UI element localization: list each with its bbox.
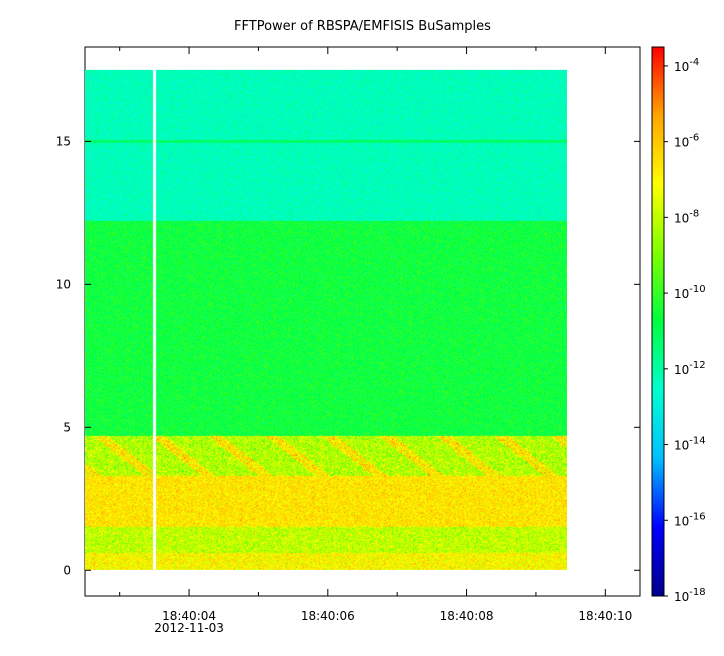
colorbar-tick-label: 10-16 bbox=[674, 511, 706, 528]
colorbar-gradient bbox=[652, 47, 664, 596]
colorbar-tick-exponent: -8 bbox=[689, 208, 699, 219]
plot-area bbox=[84, 46, 641, 597]
colorbar-tick-exponent: -10 bbox=[689, 284, 705, 295]
colorbar-tick-exponent: -6 bbox=[689, 133, 699, 144]
colorbar-tick-label: 10-4 bbox=[674, 57, 699, 74]
x-tick-label: 18:40:10 bbox=[578, 609, 632, 623]
colorbar-tick-label: 10-18 bbox=[674, 587, 706, 604]
colorbar-tick-exponent: -16 bbox=[689, 511, 705, 522]
colorbar-tick-base: 10 bbox=[674, 439, 689, 453]
y-tick-label: 15 bbox=[56, 134, 71, 148]
x-tick-sublabel: 2012-11-03 bbox=[154, 621, 224, 635]
colorbar-tick-label: 10-10 bbox=[674, 284, 706, 301]
x-tick-label: 18:40:06 bbox=[301, 609, 355, 623]
y-tick-label: 5 bbox=[63, 420, 71, 434]
colorbar-frame bbox=[651, 46, 665, 597]
colorbar-tick-base: 10 bbox=[674, 514, 689, 528]
colorbar-tick-exponent: -14 bbox=[689, 436, 705, 447]
y-tick-label: 10 bbox=[56, 277, 71, 291]
colorbar-tick-label: 10-6 bbox=[674, 133, 699, 150]
y-axis: 0 5 10 15 bbox=[56, 134, 640, 577]
colorbar-tick-exponent: -12 bbox=[689, 360, 705, 371]
colorbar-tick-base: 10 bbox=[674, 287, 689, 301]
y-tick-label: 0 bbox=[63, 563, 71, 577]
colorbar-tick-base: 10 bbox=[674, 211, 689, 225]
colorbar-tick-exponent: -4 bbox=[689, 57, 699, 68]
colorbar-tick-label: 10-12 bbox=[674, 360, 706, 377]
colorbar-tick-label: 10-8 bbox=[674, 208, 699, 225]
colorbar-tick-base: 10 bbox=[674, 136, 689, 150]
colorbar-tick-exponent: -18 bbox=[689, 587, 705, 598]
x-tick-label: 18:40:04 bbox=[162, 609, 216, 623]
x-tick-label: 18:40:08 bbox=[440, 609, 494, 623]
colorbar-tick-label: 10-14 bbox=[674, 436, 706, 453]
colorbar-tick-base: 10 bbox=[674, 363, 689, 377]
spectrogram-heatmap bbox=[85, 69, 567, 570]
colorbar-tick-base: 10 bbox=[674, 60, 689, 74]
colorbar-tick-base: 10 bbox=[674, 590, 689, 604]
chart-title: FFTPower of RBSPA/EMFISIS BuSamples bbox=[234, 19, 491, 34]
